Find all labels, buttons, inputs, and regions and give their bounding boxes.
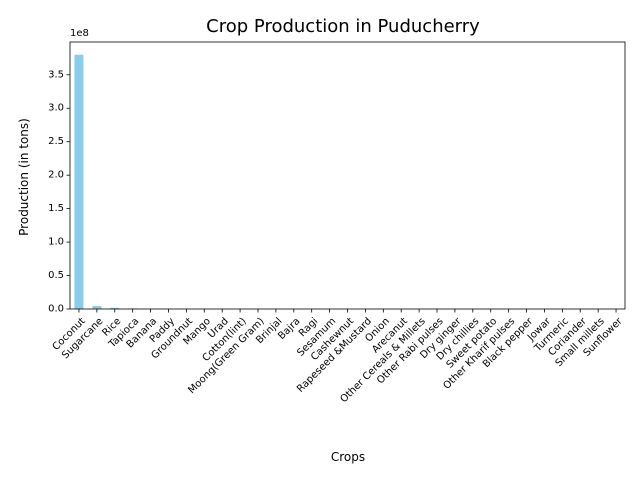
bars-group [74, 54, 621, 309]
bar [92, 305, 102, 309]
y-tick-label: 0.5 [48, 270, 64, 281]
y-tick-label: 3.0 [48, 103, 64, 114]
x-axis-ticks: CoconutSugarcaneRiceTapiocaBananaPaddyGr… [51, 309, 625, 405]
bar [74, 54, 84, 309]
y-offset-label: 1e8 [70, 28, 89, 39]
y-axis-ticks: 0.0 0.5 1.0 1.5 2.0 2.5 3.0 3.5 [48, 69, 70, 315]
chart-title: Crop Production in Puducherry [206, 16, 480, 37]
bar [110, 307, 120, 309]
y-tick-label: 0.0 [48, 304, 64, 315]
y-tick-label: 2.0 [48, 170, 64, 181]
plot-frame [69, 41, 626, 310]
y-tick-label: 2.5 [48, 136, 64, 147]
x-axis-label: Crops [331, 450, 365, 464]
y-tick-label: 1.5 [48, 203, 64, 214]
y-axis-label: Production (in tons) [17, 118, 31, 236]
y-tick-label: 1.0 [48, 237, 64, 248]
y-tick-label: 3.5 [48, 69, 64, 80]
